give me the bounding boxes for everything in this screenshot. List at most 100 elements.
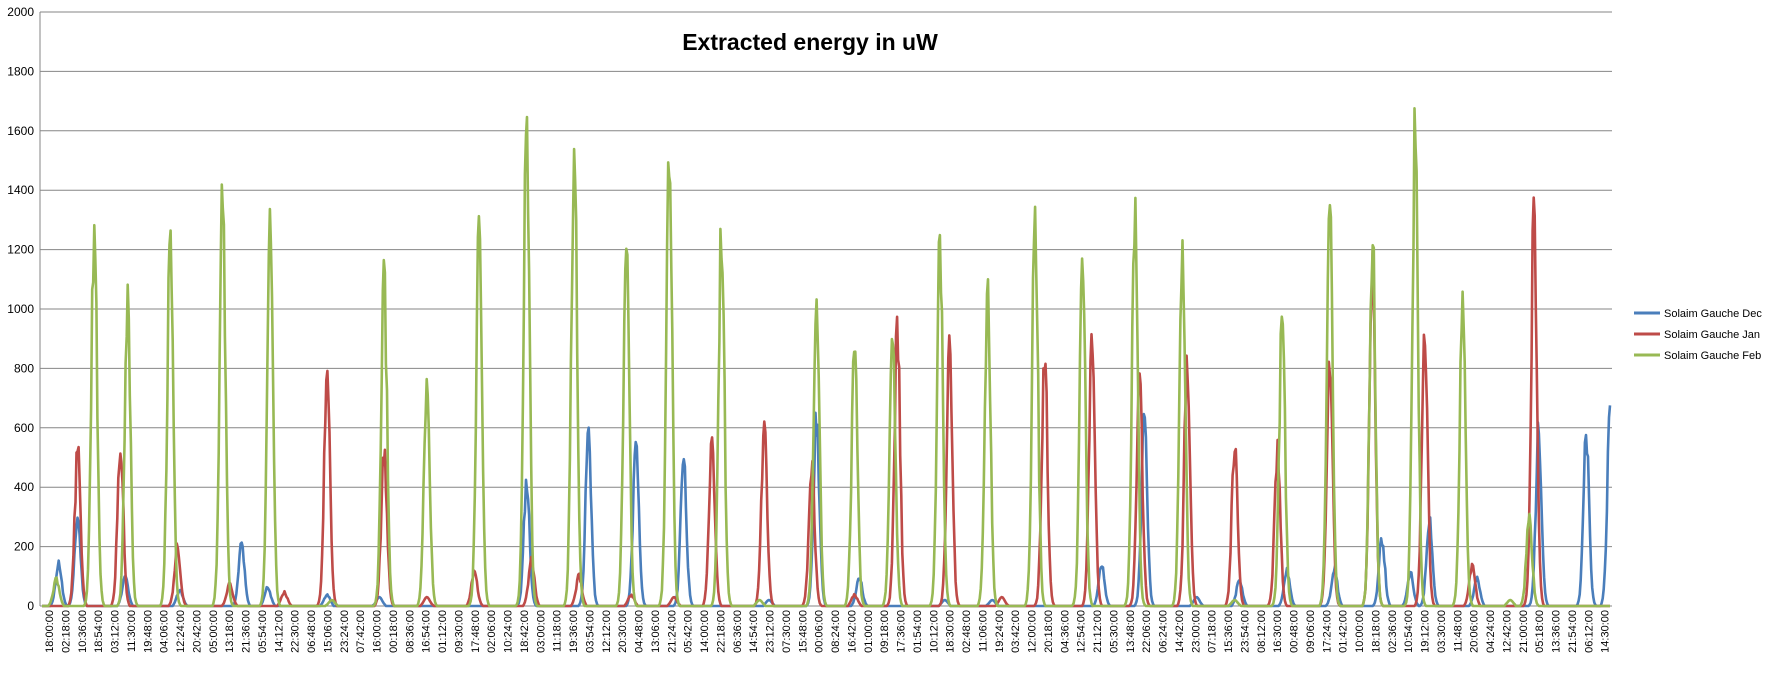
x-tick-label: 18:00:00 bbox=[44, 610, 56, 653]
x-tick-label: 11:06:00 bbox=[977, 610, 989, 652]
y-tick-label: 1200 bbox=[7, 243, 34, 257]
x-tick-label: 04:48:00 bbox=[634, 610, 646, 653]
x-tick-label: 20:42:00 bbox=[191, 610, 203, 653]
x-tick-label: 00:18:00 bbox=[388, 610, 400, 653]
y-tick-label: 200 bbox=[14, 540, 34, 554]
x-tick-label: 16:54:00 bbox=[421, 610, 433, 653]
y-tick-label: 1000 bbox=[7, 302, 34, 316]
series-lines bbox=[41, 107, 1612, 608]
x-tick-label: 23:54:00 bbox=[1239, 610, 1251, 653]
chart-title: Extracted energy in uW bbox=[682, 29, 938, 55]
x-tick-label: 11:48:00 bbox=[1452, 610, 1464, 652]
x-tick-label: 20:18:00 bbox=[1043, 610, 1055, 653]
x-axis: 18:00:00 02:18:00 10:36:00 18:54:00 03:12:00… bbox=[44, 610, 1612, 653]
x-tick-label: 12:00:00 bbox=[1027, 610, 1039, 653]
x-tick-label: 10:54:00 bbox=[1403, 610, 1415, 653]
x-tick-label: 20:06:00 bbox=[1469, 610, 1481, 653]
x-tick-label: 01:54:00 bbox=[912, 610, 924, 653]
x-tick-label: 03:00:00 bbox=[535, 610, 547, 653]
x-tick-label: 12:54:00 bbox=[1076, 610, 1088, 653]
x-tick-label: 16:30:00 bbox=[1272, 610, 1284, 653]
y-axis: 0 200 400 600 800 1000 1200 1400 1600 1800 2000 bbox=[7, 5, 34, 613]
x-tick-label: 18:18:00 bbox=[1370, 610, 1382, 653]
x-tick-label: 03:30:00 bbox=[1436, 610, 1448, 653]
x-tick-label: 04:06:00 bbox=[159, 610, 171, 653]
x-tick-label: 00:48:00 bbox=[1289, 610, 1301, 653]
x-tick-label: 18:42:00 bbox=[519, 610, 531, 653]
x-tick-label: 14:12:00 bbox=[273, 610, 285, 653]
x-tick-label: 11:18:00 bbox=[552, 610, 564, 652]
x-tick-label: 19:48:00 bbox=[142, 610, 154, 653]
x-tick-label: 09:30:00 bbox=[453, 610, 465, 653]
x-tick-label: 21:00:00 bbox=[1518, 610, 1530, 653]
y-tick-label: 1600 bbox=[7, 124, 34, 138]
x-tick-label: 06:48:00 bbox=[306, 610, 318, 653]
x-tick-label: 21:12:00 bbox=[1092, 610, 1104, 653]
x-tick-label: 10:00:00 bbox=[1354, 610, 1366, 653]
legend: Solaim Gauche Dec Solaim Gauche Jan Solaim… bbox=[1634, 308, 1762, 362]
x-tick-label: 13:06:00 bbox=[650, 610, 662, 653]
x-tick-label: 10:24:00 bbox=[503, 610, 515, 653]
x-tick-label: 01:00:00 bbox=[863, 610, 875, 653]
x-tick-label: 13:48:00 bbox=[1125, 610, 1137, 653]
y-tick-label: 1800 bbox=[7, 64, 34, 78]
x-tick-label: 06:24:00 bbox=[1158, 610, 1170, 653]
x-tick-label: 12:12:00 bbox=[601, 610, 613, 653]
x-tick-label: 23:24:00 bbox=[339, 610, 351, 653]
x-tick-label: 14:00:00 bbox=[699, 610, 711, 653]
x-tick-label: 07:30:00 bbox=[781, 610, 793, 653]
x-tick-label: 03:12:00 bbox=[110, 610, 122, 653]
x-tick-label: 21:24:00 bbox=[666, 610, 678, 653]
x-tick-label: 07:18:00 bbox=[1207, 610, 1219, 653]
x-tick-label: 09:18:00 bbox=[879, 610, 891, 653]
x-tick-label: 08:12:00 bbox=[1256, 610, 1268, 653]
x-tick-label: 23:12:00 bbox=[765, 610, 777, 653]
y-tick-label: 800 bbox=[14, 361, 34, 375]
legend-label: Solaim Gauche Dec bbox=[1664, 308, 1762, 320]
x-tick-label: 02:36:00 bbox=[1387, 610, 1399, 653]
x-tick-label: 10:12:00 bbox=[928, 610, 940, 653]
x-tick-label: 09:06:00 bbox=[1305, 610, 1317, 653]
x-tick-label: 05:30:00 bbox=[1108, 610, 1120, 653]
x-tick-label: 05:54:00 bbox=[257, 610, 269, 653]
x-tick-label: 14:42:00 bbox=[1174, 610, 1186, 653]
x-tick-label: 19:24:00 bbox=[994, 610, 1006, 653]
x-tick-label: 15:36:00 bbox=[1223, 610, 1235, 653]
x-tick-label: 14:30:00 bbox=[1600, 610, 1612, 653]
x-tick-label: 06:36:00 bbox=[732, 610, 744, 653]
x-tick-label: 12:42:00 bbox=[1501, 610, 1513, 653]
x-tick-label: 20:30:00 bbox=[617, 610, 629, 653]
x-tick-label: 19:12:00 bbox=[1420, 610, 1432, 653]
x-tick-label: 05:18:00 bbox=[1534, 610, 1546, 653]
x-tick-label: 08:24:00 bbox=[830, 610, 842, 653]
x-tick-label: 07:42:00 bbox=[355, 610, 367, 653]
x-tick-label: 13:18:00 bbox=[224, 610, 236, 653]
x-tick-label: 10:36:00 bbox=[77, 610, 89, 653]
legend-label: Solaim Gauche Jan bbox=[1664, 329, 1760, 341]
x-tick-label: 15:48:00 bbox=[797, 610, 809, 653]
x-tick-label: 02:48:00 bbox=[961, 610, 973, 653]
gridlines bbox=[39, 11, 1612, 607]
x-tick-label: 19:36:00 bbox=[568, 610, 580, 653]
x-tick-label: 14:54:00 bbox=[748, 610, 760, 653]
x-tick-label: 12:24:00 bbox=[175, 610, 187, 653]
x-tick-label: 16:42:00 bbox=[846, 610, 858, 653]
x-tick-label: 03:42:00 bbox=[1010, 610, 1022, 653]
y-tick-label: 400 bbox=[14, 480, 34, 494]
x-tick-label: 21:36:00 bbox=[241, 610, 253, 653]
x-tick-label: 01:42:00 bbox=[1338, 610, 1350, 653]
x-tick-label: 15:06:00 bbox=[322, 610, 334, 653]
x-tick-label: 00:06:00 bbox=[814, 610, 826, 653]
x-tick-label: 04:36:00 bbox=[1059, 610, 1071, 653]
x-tick-label: 03:54:00 bbox=[584, 610, 596, 653]
x-tick-label: 04:24:00 bbox=[1485, 610, 1497, 653]
x-tick-label: 17:24:00 bbox=[1321, 610, 1333, 653]
x-tick-label: 22:18:00 bbox=[715, 610, 727, 653]
x-tick-label: 01:12:00 bbox=[437, 610, 449, 653]
x-tick-label: 08:36:00 bbox=[404, 610, 416, 653]
x-tick-label: 16:00:00 bbox=[372, 610, 384, 653]
x-tick-label: 23:00:00 bbox=[1190, 610, 1202, 653]
x-tick-label: 21:54:00 bbox=[1567, 610, 1579, 653]
